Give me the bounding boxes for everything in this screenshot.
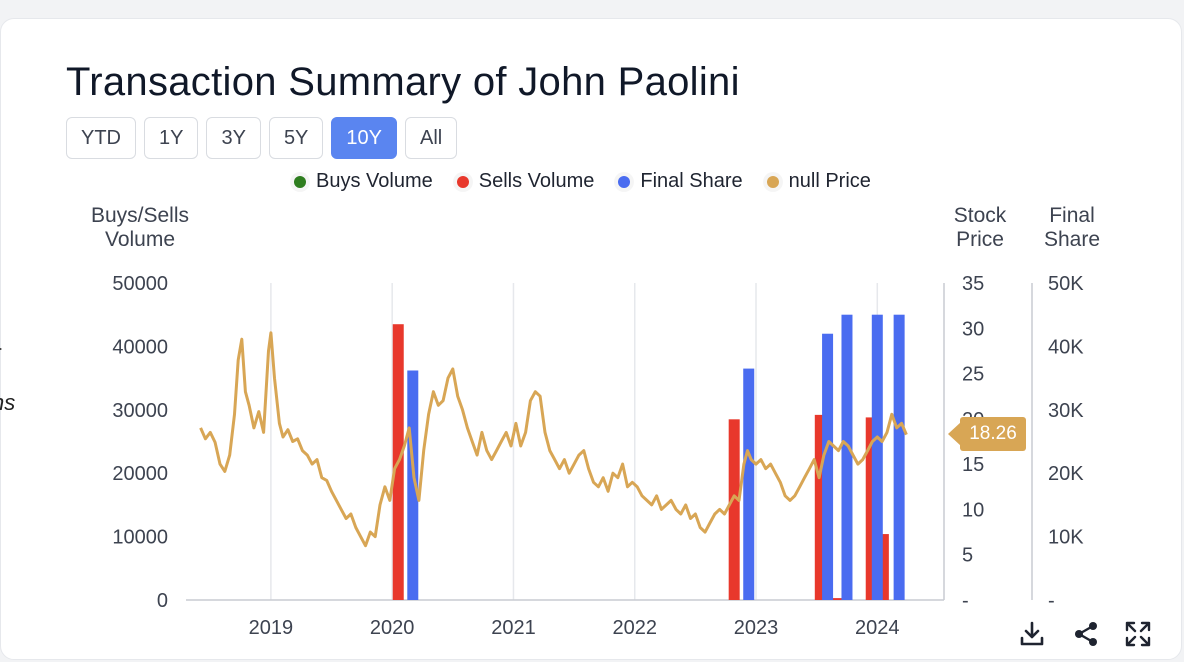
range-selector: YTD 1Y 3Y 5Y 10Y All: [66, 117, 458, 159]
share-icon[interactable]: [1070, 618, 1102, 650]
sells-volume-bar: [831, 598, 843, 600]
x-tick-label: 2020: [370, 617, 415, 639]
left-tick-label: 10000: [112, 527, 168, 549]
price-axis-title-line-2: Price: [956, 228, 1004, 251]
left-tick-label: 30000: [112, 400, 168, 422]
page-title: Transaction Summary of John Paolini: [66, 60, 740, 104]
share-axis-title-line-2: Share: [1043, 228, 1101, 251]
sells-volume-bar: [865, 417, 877, 600]
cropped-text: ns: [0, 390, 16, 415]
x-tick-label: 2024: [855, 617, 900, 639]
left-tick-label: 0: [157, 590, 168, 612]
final-share-bar: [893, 314, 905, 600]
legend-item-sells-volume[interactable]: Sells Volume: [456, 170, 595, 193]
legend-item-final-share[interactable]: Final Share: [618, 170, 743, 193]
sells-volume-bar: [814, 414, 826, 600]
x-tick-label: 2022: [612, 617, 657, 639]
legend-marker-sells: [456, 175, 469, 188]
share-tick-label: 20K: [1048, 463, 1084, 485]
price-label-pointer: [948, 422, 961, 446]
left-tick-label: 40000: [112, 336, 168, 358]
sells-volume-bar: [728, 419, 740, 600]
share-tick-label: 50K: [1048, 273, 1084, 295]
download-icon[interactable]: [1016, 618, 1048, 650]
legend-label: null Price: [788, 170, 871, 192]
final-share-bar: [871, 314, 883, 600]
left-axis-title-line-2: Volume: [104, 228, 176, 251]
left-tick-label: 50000: [112, 273, 168, 295]
cropped-text-fragment: .: [0, 334, 3, 355]
price-tick-label: 10: [962, 499, 984, 521]
legend-label: Sells Volume: [478, 170, 595, 192]
price-tick-label: 5: [962, 545, 973, 567]
range-button-all[interactable]: All: [405, 117, 458, 159]
share-tick-label: 30K: [1048, 400, 1084, 422]
sells-volume-bar: [877, 534, 889, 600]
range-button-3y[interactable]: 3Y: [206, 117, 261, 159]
price-tick-label: 30: [962, 318, 984, 340]
range-button-1y[interactable]: 1Y: [144, 117, 199, 159]
price-line: [199, 331, 908, 548]
final-share-bar: [822, 333, 834, 600]
final-share-bar: [743, 368, 755, 600]
current-price-label: 18.26: [948, 417, 1026, 451]
left-tick-label: 20000: [112, 463, 168, 485]
expand-icon[interactable]: [1122, 618, 1154, 650]
share-tick-label: -: [1048, 590, 1055, 612]
price-axis-title: Stock Price: [940, 204, 1020, 252]
range-button-5y[interactable]: 5Y: [268, 117, 324, 159]
x-tick-label: 2021: [491, 617, 536, 639]
price-axis-title-line-1: Stock: [953, 204, 1007, 227]
left-axis-title: Buys/Sells Volume: [72, 204, 208, 252]
share-axis-title: Final Share: [1032, 204, 1112, 252]
final-share-bar: [407, 370, 419, 600]
price-tick-label: 35: [962, 273, 984, 295]
x-tick-label: 2023: [734, 617, 779, 639]
range-button-10y[interactable]: 10Y: [331, 117, 397, 159]
share-tick-label: 40K: [1048, 336, 1084, 358]
range-button-ytd[interactable]: YTD: [66, 117, 136, 159]
legend-label: Buys Volume: [316, 170, 433, 192]
legend-label: Final Share: [640, 170, 743, 192]
price-tick-label: 15: [962, 454, 984, 476]
legend-item-price[interactable]: null Price: [766, 170, 871, 193]
legend-marker-final-share: [618, 175, 631, 188]
chart-legend: Buys Volume Sells Volume Final Share nul…: [294, 170, 871, 193]
share-tick-label: 10K: [1048, 527, 1084, 549]
current-price-value: 18.26: [960, 417, 1026, 451]
share-axis-title-line-1: Final: [1049, 204, 1095, 227]
legend-item-buys-volume[interactable]: Buys Volume: [294, 170, 433, 193]
final-share-bar: [841, 314, 853, 600]
legend-marker-buys: [294, 175, 306, 188]
price-tick-label: -: [962, 590, 969, 612]
legend-marker-price: [766, 175, 779, 188]
left-axis-title-line-1: Buys/Sells: [90, 204, 190, 227]
x-tick-label: 2019: [249, 617, 294, 639]
price-tick-label: 25: [962, 364, 984, 386]
